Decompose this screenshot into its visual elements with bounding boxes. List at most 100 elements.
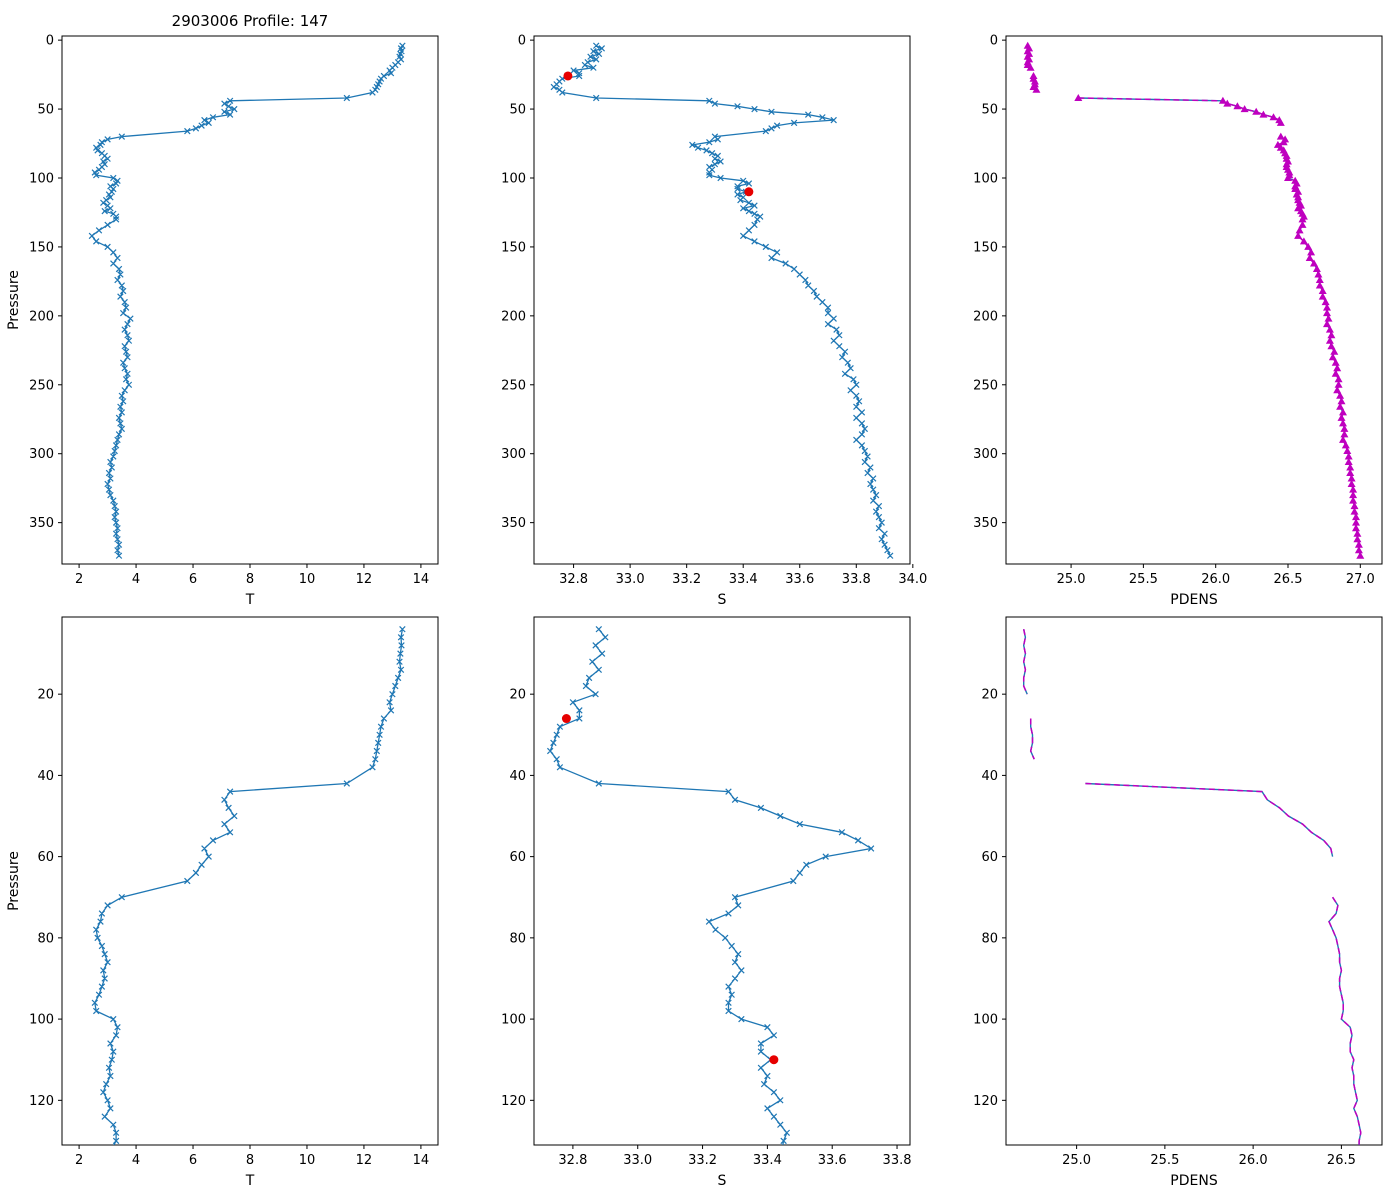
axes-frame-s-full [533,35,911,565]
series-group-t-full [88,42,406,559]
x-axis-label-t-zoom: T [245,1173,255,1189]
x-axis-label-pdens-full: PDENS [1170,592,1218,608]
x-tick-label: 14 [413,1153,430,1168]
x-tick-label: 8 [246,1153,254,1168]
series-group-s-full [550,42,894,559]
x-tick-label: 26.5 [1327,1153,1356,1168]
series-pdens-overlay [1026,45,1362,556]
y-tick-label: 80 [509,931,526,946]
x-markers-temperature-profile [88,42,406,559]
y-axis-label-t-full: Pressure [6,270,22,330]
panel-t-zoom: 2 4 6 8 10 12 14 20 40 60 80 100 120 T Pressure [6,616,439,1189]
y-tick-label: 150 [29,240,54,255]
y-tick-label: 350 [973,516,998,531]
x-tick-label: 33.0 [623,1153,652,1168]
x-axis-label-t-full: T [245,592,255,608]
y-tick-label: 60 [981,850,998,865]
y-tick-label: 300 [501,447,526,462]
x-tick-label: 27.0 [1346,572,1375,587]
x-tick-label: 33.4 [729,572,758,587]
x-tick-label: 8 [246,572,254,587]
y-tick-label: 60 [509,850,526,865]
x-tick-label: 25.0 [1057,572,1086,587]
x-ticks-t-zoom: 2 4 6 8 10 12 14 [75,1145,429,1168]
axes-frame-pdens-zoom [1005,616,1383,1146]
x-tick-label: 33.8 [842,572,871,587]
x-tick-label: 32.8 [558,1153,587,1168]
y-tick-label: 200 [973,309,998,324]
axes-frame-s-zoom [533,616,911,1146]
series-pdens-base-zoom [1022,629,1362,1145]
x-axis-label-s-full: S [718,592,727,608]
flagged-point [561,714,571,724]
axes-frame-t-full [61,35,439,565]
x-ticks-pdens-zoom: 25.0 25.5 26.0 26.5 [1062,1145,1356,1168]
x-tick-label: 14 [413,572,430,587]
y-tick-label: 100 [501,1013,526,1028]
x-tick-label: 6 [189,572,197,587]
figure-title: 2903006 Profile: 147 [171,12,329,30]
x-ticks-pdens-full: 25.0 25.5 26.0 26.5 27.0 [1057,564,1375,587]
triangle-markers-pdens-overlay [1023,41,1365,559]
y-tick-label: 20 [981,688,998,703]
x-tick-label: 6 [189,1153,197,1168]
x-tick-label: 33.6 [785,572,814,587]
y-tick-label: 80 [981,931,998,946]
x-tick-label: 33.2 [672,572,701,587]
x-tick-label: 4 [132,1153,140,1168]
y-tick-label: 40 [37,769,54,784]
x-tick-label: 33.6 [818,1153,847,1168]
x-tick-label: 33.2 [688,1153,717,1168]
y-tick-label: 100 [29,171,54,186]
series-salinity-profile [552,45,891,556]
y-tick-label: 80 [37,931,54,946]
x-markers-temperature-profile-zoom [91,625,406,1145]
x-tick-label: 2 [75,572,83,587]
x-tick-label: 10 [299,1153,316,1168]
y-tick-label: 250 [29,378,54,393]
y-tick-label: 350 [29,516,54,531]
y-tick-label: 50 [37,103,54,118]
x-tick-label: 26.0 [1201,572,1230,587]
flagged-point [744,187,754,197]
y-tick-label: 0 [990,34,998,49]
x-markers-salinity-profile-zoom [546,625,875,1145]
x-tick-label: 34.0 [898,572,927,587]
panel-pdens-full: 25.0 25.5 26.0 26.5 27.0 0 50 100 150 200 250 300 35… [973,34,1383,608]
y-tick-label: 250 [501,378,526,393]
y-tick-label: 200 [501,309,526,324]
y-tick-label: 40 [509,769,526,784]
y-tick-label: 60 [37,850,54,865]
y-tick-label: 20 [509,688,526,703]
x-tick-label: 26.5 [1274,572,1303,587]
panel-s-full: 32.8 33.0 33.2 33.4 33.6 33.8 34.0 0 50 100 150 200… [501,34,927,608]
x-axis-label-pdens-zoom: PDENS [1170,1173,1218,1189]
x-axis-label-s-zoom: S [718,1173,727,1189]
x-tick-label: 12 [356,572,373,587]
panel-t-full: 2 4 6 8 10 12 14 0 50 100 150 200 250 300 350 T Pressure [6,34,439,608]
x-ticks-s-zoom: 32.8 33.0 33.2 33.4 33.6 33.8 [558,1145,912,1168]
y-tick-label: 100 [973,171,998,186]
x-tick-label: 4 [132,572,140,587]
x-ticks-s-full: 32.8 33.0 33.2 33.4 33.6 33.8 34.0 [559,564,927,587]
y-tick-label: 100 [973,1013,998,1028]
y-tick-label: 120 [973,1094,998,1109]
series-group-pdens-full [1023,41,1365,559]
x-tick-label: 25.5 [1129,572,1158,587]
y-tick-label: 50 [509,103,526,118]
x-tick-label: 32.8 [559,572,588,587]
series-salinity-profile-zoom [549,628,873,1145]
y-axis-label-t-zoom: Pressure [6,851,22,911]
axes-frame-pdens-full [1005,35,1383,565]
y-ticks-t-zoom: 20 40 60 80 100 120 [29,688,62,1109]
axes-frame-t-zoom [61,616,439,1146]
series-pdens-base [1026,45,1361,556]
x-tick-label: 25.0 [1062,1153,1091,1168]
series-group-pdens-zoom [1022,629,1362,1145]
flagged-point [769,1055,779,1065]
x-tick-label: 12 [356,1153,373,1168]
y-tick-label: 100 [501,171,526,186]
panel-s-zoom: 32.8 33.0 33.2 33.4 33.6 33.8 20 40 60 80 100 120 S [501,616,912,1189]
